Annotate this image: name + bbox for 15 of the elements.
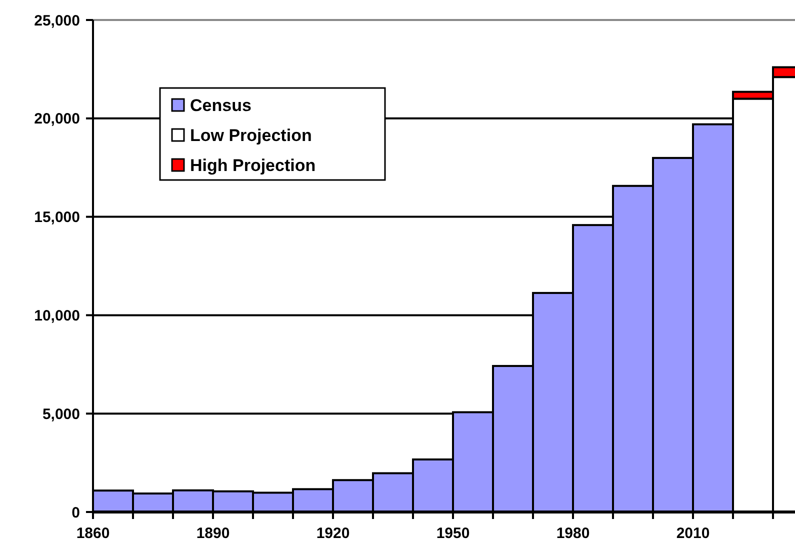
x-tick-label: 2010 [676, 525, 710, 542]
y-tick-label: 10,000 [34, 307, 80, 324]
y-tick-label: 5,000 [42, 406, 80, 423]
x-tick-label: 1860 [76, 525, 110, 542]
y-tick-label: 15,000 [34, 209, 80, 226]
y-tick-label: 0 [72, 504, 80, 522]
x-tick-label: 1950 [436, 525, 470, 542]
x-tick-label: 1920 [316, 525, 350, 542]
legend-label: High Projection [190, 156, 316, 175]
legend-label: Census [190, 96, 252, 115]
legend-label: Low Projection [190, 126, 312, 145]
y-tick-label: 25,000 [34, 12, 80, 30]
x-tick-label: 1890 [196, 525, 230, 542]
y-tick-label: 20,000 [34, 110, 80, 128]
x-tick-label: 1980 [556, 525, 590, 542]
